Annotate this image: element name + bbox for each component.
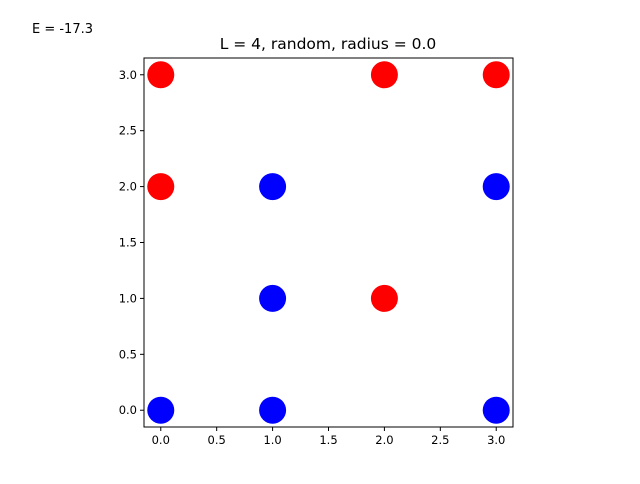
point-blue-10 [482, 396, 510, 424]
y-tick-label-0: 0.0 [119, 403, 137, 417]
points-layer [147, 61, 510, 424]
x-tick-label-2: 1.0 [263, 433, 281, 447]
y-tick-label-5: 2.5 [119, 124, 137, 138]
point-red-7 [370, 284, 398, 312]
x-tick-label-4: 2.0 [375, 433, 393, 447]
x-tick-label-6: 3.0 [487, 433, 505, 447]
x-axis: 0.0 0.5 1.0 1.5 2.0 2.5 3.0 [152, 427, 505, 447]
y-axis: 0.0 0.5 1.0 1.5 2.0 2.5 3.0 [119, 68, 144, 417]
y-tick-label-3: 1.5 [119, 236, 137, 250]
axes-frame [143, 57, 514, 428]
point-red-1 [370, 61, 398, 89]
chart-title: L = 4, random, radius = 0.0 [220, 35, 437, 53]
point-blue-9 [259, 396, 287, 424]
x-tick-label-3: 1.5 [319, 433, 337, 447]
y-tick-label-6: 3.0 [119, 68, 137, 82]
point-blue-8 [147, 396, 175, 424]
point-red-0 [147, 61, 175, 89]
y-tick-label-4: 2.0 [119, 180, 137, 194]
point-blue-6 [259, 284, 287, 312]
x-tick-label-5: 2.5 [431, 433, 449, 447]
point-red-2 [482, 61, 510, 89]
x-tick-label-1: 0.5 [208, 433, 226, 447]
energy-label: E = -17.3 [32, 22, 94, 37]
point-red-3 [147, 173, 175, 201]
y-tick-label-1: 0.5 [119, 347, 137, 361]
point-blue-5 [482, 173, 510, 201]
x-tick-label-0: 0.0 [152, 433, 170, 447]
point-blue-4 [259, 173, 287, 201]
y-tick-label-2: 1.0 [119, 291, 137, 305]
